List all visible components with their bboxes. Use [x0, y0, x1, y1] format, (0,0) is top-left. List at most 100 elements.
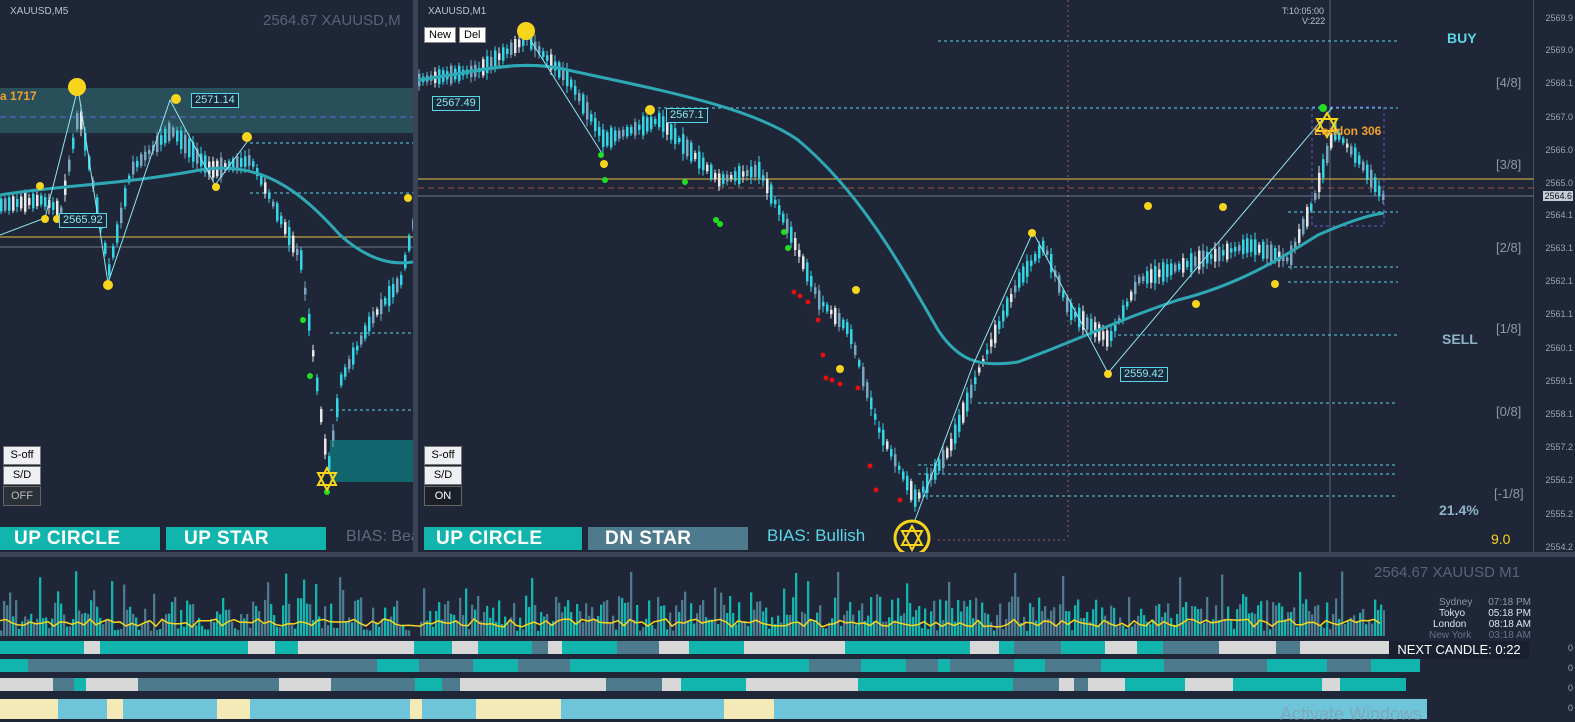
- main-price-chart[interactable]: [418, 0, 1534, 552]
- volume-bar: [747, 626, 750, 636]
- candle-body: [1034, 253, 1037, 262]
- volume-bar: [645, 618, 648, 636]
- price-axis[interactable]: 2569.9 2569.0 2568.1 2567.0 2566.0 2565.…: [1534, 0, 1575, 552]
- candle-body: [1238, 245, 1241, 251]
- volume-bar: [1368, 620, 1371, 636]
- candle-body: [762, 175, 765, 181]
- lower-indicator-panel[interactable]: 2564.67 XAUUSD M1 Sydney 07:18 PM Tokyo 05…: [0, 557, 1575, 722]
- volume-bar: [864, 620, 867, 636]
- volume-bar: [1269, 629, 1272, 636]
- candle-body: [232, 158, 235, 171]
- volume-bar: [72, 618, 75, 636]
- volume-bar: [1341, 571, 1344, 636]
- strip-segment: [460, 678, 484, 691]
- candle-body: [606, 132, 609, 146]
- volume-bar: [819, 605, 822, 636]
- volume-bar: [1089, 621, 1092, 636]
- candle-body: [1006, 298, 1009, 316]
- panel-separator-vertical[interactable]: [413, 0, 418, 722]
- volume-bar: [843, 614, 846, 636]
- volume-bar: [975, 597, 978, 636]
- strip-segment: [107, 699, 123, 719]
- volume-bar: [1152, 619, 1155, 636]
- volume-bar: [120, 628, 123, 636]
- volume-bar: [1179, 577, 1182, 636]
- color-strip: [0, 678, 1406, 691]
- volume-bar: [489, 617, 492, 636]
- new-button[interactable]: New: [424, 27, 457, 43]
- volume-bar: [525, 595, 528, 636]
- main-price-tag-3: 2559.42: [1120, 367, 1168, 382]
- volume-bar: [1317, 604, 1320, 636]
- candle-body: [1230, 248, 1233, 253]
- candle-body: [1286, 257, 1289, 262]
- left-toggle-button[interactable]: OFF: [3, 486, 41, 506]
- strip-segment: [718, 641, 727, 654]
- volume-bar: [231, 621, 234, 636]
- main-chart-panel[interactable]: XAUUSD,M1 T:10:05:00 V:222: [418, 0, 1575, 552]
- volume-bar: [549, 624, 552, 636]
- candle-body: [850, 329, 853, 345]
- volume-bar: [936, 630, 939, 636]
- volume-bar: [294, 628, 297, 636]
- price-axis-tick: 2558.1: [1545, 409, 1573, 419]
- volume-bar: [1140, 608, 1143, 636]
- volume-bar: [222, 597, 225, 636]
- left-chart-panel[interactable]: XAUUSD,M5 2564.67 XAUUSD,M a 1717 2571.1…: [0, 0, 413, 552]
- strip-segment: [765, 678, 816, 691]
- volume-bar: [855, 624, 858, 636]
- left-price-chart[interactable]: [0, 0, 413, 552]
- volume-bar: [717, 624, 720, 636]
- volume-bar: [204, 629, 207, 636]
- volume-bar: [516, 630, 519, 636]
- candle-body: [48, 200, 51, 208]
- volume-bar: [465, 588, 468, 636]
- strip-segment: [542, 699, 561, 719]
- candle-body: [726, 174, 729, 182]
- candle-body: [400, 275, 403, 285]
- candle-body: [380, 299, 383, 315]
- candle-body: [954, 424, 957, 444]
- strip-segment: [1027, 699, 1053, 719]
- candle-body: [898, 465, 901, 470]
- strip-segment: [789, 641, 845, 654]
- main-soff-button[interactable]: S-off: [424, 446, 462, 465]
- left-sd-button[interactable]: S/D: [3, 466, 41, 485]
- strip-segment: [1263, 678, 1322, 691]
- del-button[interactable]: Del: [459, 27, 486, 43]
- volume-bar: [684, 591, 687, 636]
- volume-bar: [1329, 629, 1332, 636]
- candle-body: [798, 249, 801, 257]
- volume-bar: [456, 620, 459, 636]
- strip-segment: [74, 678, 86, 691]
- volume-bar: [447, 600, 450, 636]
- volume-bar: [1095, 599, 1098, 636]
- main-bias-label: BIAS: Bullish: [767, 526, 866, 545]
- left-soff-button[interactable]: S-off: [3, 446, 41, 465]
- candle-body: [638, 124, 641, 130]
- candle-body: [1306, 207, 1309, 227]
- main-sd-button[interactable]: S/D: [424, 466, 462, 485]
- volume-bar: [1311, 614, 1314, 636]
- main-toggle-button[interactable]: ON: [424, 486, 462, 506]
- candle-body: [814, 287, 817, 295]
- candle-body: [56, 200, 59, 216]
- volume-bar: [168, 613, 171, 636]
- candle-body: [1014, 285, 1017, 293]
- strip-segment: [367, 699, 410, 719]
- strip-segment: [414, 641, 452, 654]
- candle-body: [1310, 203, 1313, 211]
- volume-bar: [699, 605, 702, 636]
- volume-bar: [141, 623, 144, 636]
- candle-body: [1154, 266, 1157, 284]
- price-axis-tick: 2556.2: [1545, 475, 1573, 485]
- volume-bar: [528, 606, 531, 636]
- strip-segment: [690, 699, 724, 719]
- candle-body: [562, 67, 565, 81]
- panel-separator-horizontal[interactable]: [0, 552, 1575, 557]
- candle-body: [8, 197, 11, 211]
- volume-bar: [54, 602, 57, 636]
- volume-bar: [612, 615, 615, 636]
- volume-bar: [1155, 605, 1158, 636]
- volume-bar: [21, 621, 24, 636]
